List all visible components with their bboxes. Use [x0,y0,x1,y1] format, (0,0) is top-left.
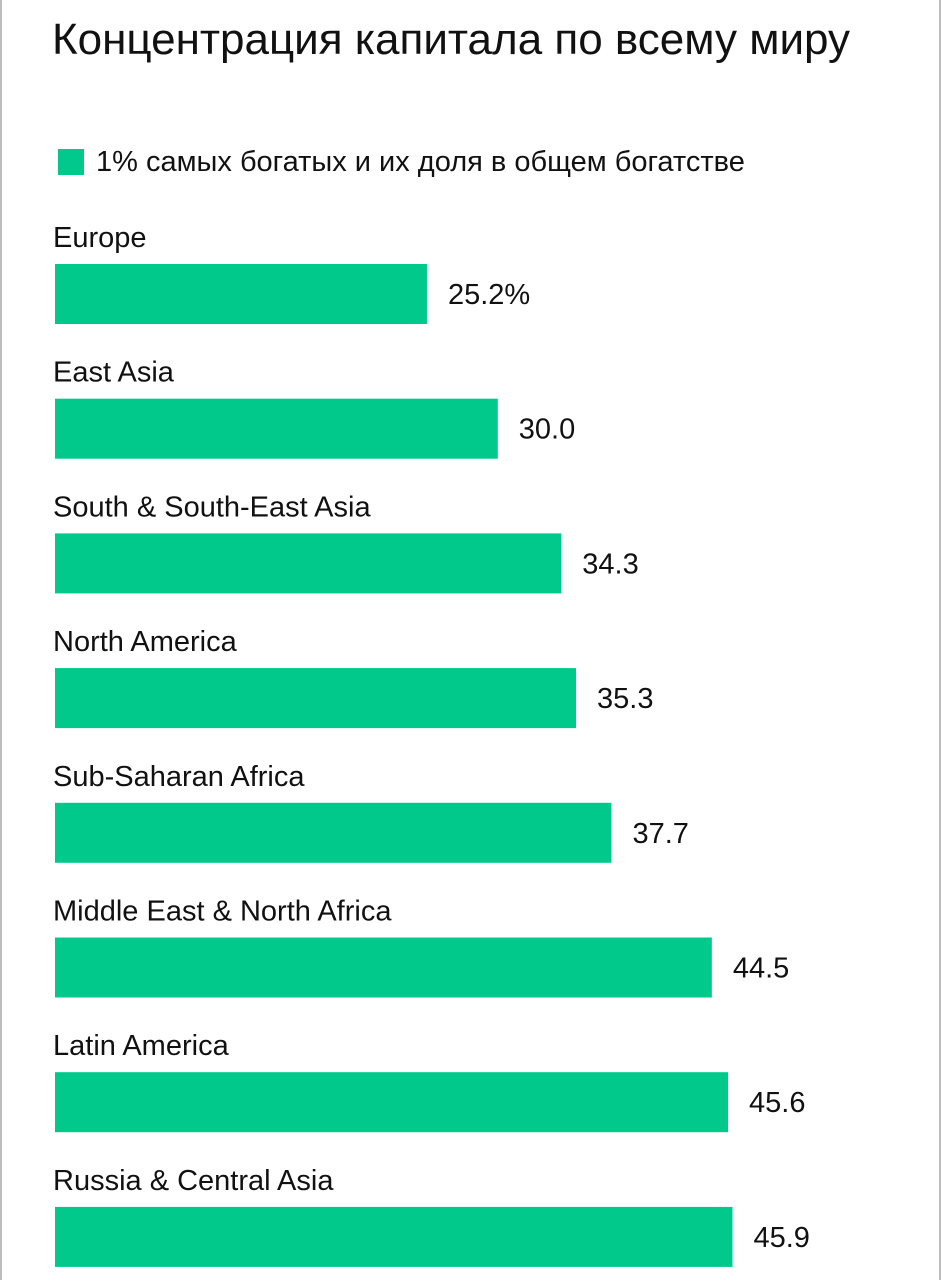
bar [55,1206,733,1267]
legend: 1% самых богатых и их доля в общем богат… [58,144,745,180]
bar [55,264,427,324]
value-label: 37.7 [632,818,688,850]
value-label: 45.9 [753,1222,809,1254]
bar [55,533,562,594]
bar [55,1072,729,1133]
bar [55,668,577,729]
category-label: North America [53,626,238,658]
category-label: Russia & Central Asia [53,1165,334,1197]
right-border [939,0,941,1280]
bar [55,802,612,863]
value-label: 35.3 [597,683,653,715]
value-label: 45.6 [749,1087,805,1119]
value-label: 34.3 [582,548,638,580]
category-label: Latin America [53,1030,230,1062]
category-label: Europe [53,222,147,254]
legend-swatch [58,149,84,175]
legend-label: 1% самых богатых и их доля в общем богат… [96,145,745,178]
category-label: Sub-Saharan Africa [53,761,305,793]
value-label: 25.2% [448,279,530,311]
category-label: South & South-East Asia [53,491,371,523]
value-label: 44.5 [733,953,789,985]
left-border [0,0,2,1280]
bar [55,937,712,998]
category-label: Middle East & North Africa [53,896,392,928]
value-label: 30.0 [519,414,575,446]
category-label: East Asia [53,357,175,389]
bar [55,398,498,459]
chart-title: Концентрация капитала по всему миру [52,15,851,64]
